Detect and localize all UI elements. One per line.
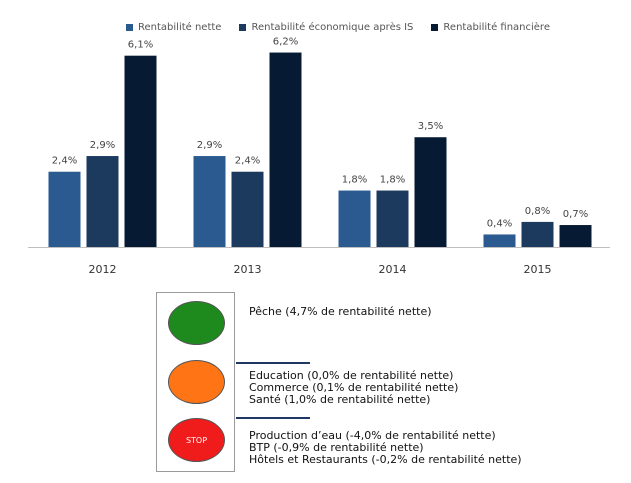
legend-swatch: [431, 24, 439, 31]
legend-item: Rentabilité nette: [126, 22, 221, 33]
legend-swatch: [239, 24, 247, 31]
legend-label: Rentabilité économique après IS: [251, 22, 414, 33]
orange-sector-list: Education (0,0% de rentabilité nette) Co…: [249, 370, 458, 406]
data-label: 0,8%: [525, 206, 550, 217]
bar: [521, 221, 554, 247]
orange-light-icon: [168, 360, 225, 404]
x-tick-label: 2013: [234, 263, 262, 276]
data-label: 1,8%: [380, 175, 405, 186]
legend-swatch: [126, 24, 133, 31]
x-tick-label: 2014: [379, 263, 407, 276]
traffic-light-box: STOP: [156, 292, 235, 472]
data-label: 2,4%: [235, 156, 260, 167]
data-label: 6,1%: [128, 40, 153, 51]
separator-line: [236, 417, 310, 419]
bar-chart: 2,4% 2,9% 6,1% 2012 2,9% 2,4% 6,2% 2013 1,8% 1,8%…: [28, 37, 610, 276]
sector-item: Pêche (4,7% de rentabilité nette): [249, 305, 432, 318]
red-light-icon: STOP: [168, 418, 225, 462]
separator-line: [236, 362, 310, 364]
bar: [414, 137, 447, 247]
sector-item: Santé (1,0% de rentabilité nette): [249, 393, 431, 406]
legend-item: Rentabilité économique après IS: [239, 22, 413, 33]
data-label: 6,2%: [273, 37, 298, 48]
bar: [483, 234, 516, 247]
bar: [124, 55, 157, 247]
red-sector-list: Production d’eau (-4,0% de rentabilité n…: [249, 430, 522, 466]
data-label: 3,5%: [418, 121, 443, 132]
data-label: 0,4%: [487, 218, 512, 229]
sector-item: Education (0,0% de rentabilité nette): [249, 369, 454, 382]
bar: [48, 171, 81, 247]
bar: [231, 171, 264, 247]
bar: [376, 190, 409, 247]
x-tick-label: 2012: [89, 263, 117, 276]
data-label: 0,7%: [563, 209, 588, 220]
bar: [269, 52, 302, 247]
sector-item: BTP (-0,9% de rentabilité nette): [249, 441, 424, 454]
legend-label: Rentabilité nette: [138, 22, 222, 33]
data-label: 2,9%: [90, 140, 115, 151]
stop-label: STOP: [185, 435, 208, 445]
chart-legend: Rentabilité nette Rentabilité économique…: [126, 22, 550, 33]
legend-label: Rentabilité financière: [443, 22, 550, 33]
green-light-icon: [168, 301, 225, 345]
data-label: 2,9%: [197, 140, 222, 151]
bar: [559, 225, 592, 247]
sector-item: Production d’eau (-4,0% de rentabilité n…: [249, 429, 496, 442]
bar: [193, 156, 226, 247]
data-label: 2,4%: [52, 156, 77, 167]
sector-item: Hôtels et Restaurants (-0,2% de rentabil…: [249, 453, 522, 466]
data-label: 1,8%: [342, 175, 367, 186]
green-sector-list: Pêche (4,7% de rentabilité nette): [249, 306, 432, 318]
bar: [338, 190, 371, 247]
bar: [86, 156, 119, 247]
legend-item: Rentabilité financière: [431, 22, 550, 33]
sector-item: Commerce (0,1% de rentabilité nette): [249, 381, 459, 394]
x-tick-label: 2015: [524, 263, 552, 276]
